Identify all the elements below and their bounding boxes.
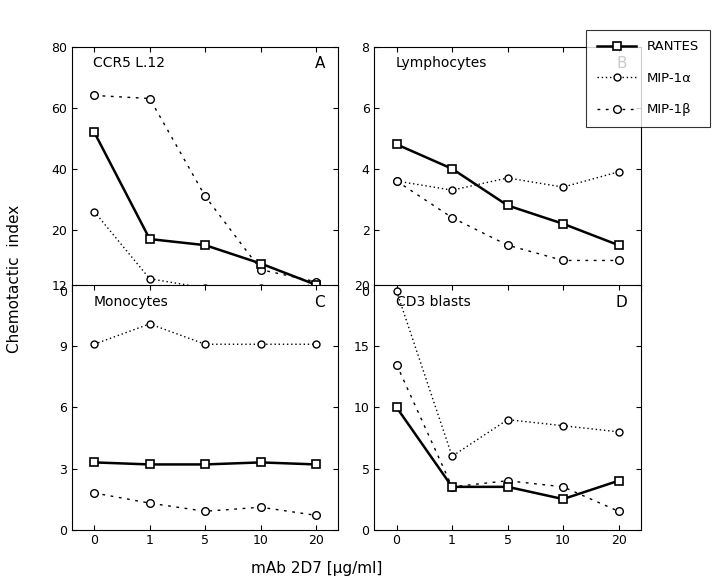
Text: A: A xyxy=(315,56,325,72)
Text: Monocytes: Monocytes xyxy=(94,295,168,309)
Text: mAb 2D7 [μg/ml]: mAb 2D7 [μg/ml] xyxy=(251,561,382,576)
Text: CD3 blasts: CD3 blasts xyxy=(396,295,470,309)
Text: Chemotactic  index: Chemotactic index xyxy=(7,205,22,353)
Text: CCR5 L.12: CCR5 L.12 xyxy=(94,56,166,70)
Text: B: B xyxy=(617,56,627,72)
Text: D: D xyxy=(616,295,627,310)
Text: C: C xyxy=(315,295,325,310)
Legend: RANTES, MIP-1α, MIP-1β: RANTES, MIP-1α, MIP-1β xyxy=(586,30,710,127)
Text: Lymphocytes: Lymphocytes xyxy=(396,56,487,70)
